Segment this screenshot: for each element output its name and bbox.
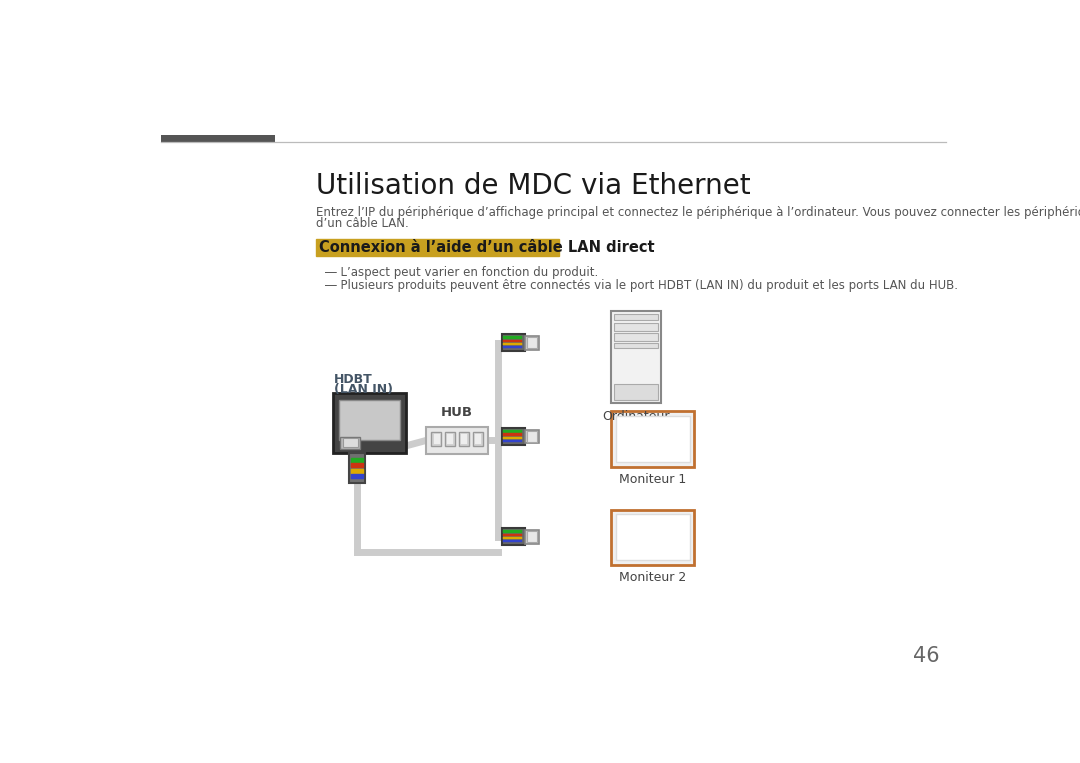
Bar: [502, 428, 525, 445]
Text: 46: 46: [914, 646, 940, 666]
Bar: [503, 346, 522, 348]
Bar: [503, 430, 522, 433]
Bar: [613, 333, 658, 341]
Text: HDBT: HDBT: [334, 373, 373, 386]
Bar: [613, 324, 658, 331]
Bar: [445, 432, 455, 446]
Bar: [431, 432, 441, 446]
Bar: [611, 411, 694, 466]
Bar: [351, 463, 363, 467]
Text: Utilisation de MDC via Ethernet: Utilisation de MDC via Ethernet: [316, 172, 751, 201]
Text: ― L’aspect peut varier en fonction du produit.: ― L’aspect peut varier en fonction du pr…: [325, 266, 598, 278]
Bar: [446, 433, 454, 444]
Bar: [502, 334, 525, 351]
Bar: [527, 431, 538, 442]
Text: Moniteur 2: Moniteur 2: [619, 571, 687, 584]
Bar: [333, 394, 406, 453]
Bar: [503, 336, 522, 339]
Bar: [460, 433, 468, 444]
Text: Connexion à l’aide d’un câble LAN direct: Connexion à l’aide d’un câble LAN direct: [319, 240, 654, 256]
Bar: [473, 432, 483, 446]
Text: Ordinateur: Ordinateur: [603, 410, 670, 423]
Bar: [503, 539, 522, 542]
Bar: [427, 427, 488, 454]
Bar: [161, 136, 274, 142]
Bar: [616, 514, 690, 561]
Bar: [503, 340, 522, 342]
Bar: [525, 430, 539, 443]
Text: ― Plusieurs produits peuvent être connectés via le port HDBT (LAN IN) du produit: ― Plusieurs produits peuvent être connec…: [325, 279, 958, 292]
Text: d’un câble LAN.: d’un câble LAN.: [316, 217, 409, 230]
Bar: [503, 343, 522, 345]
Bar: [503, 530, 522, 533]
Bar: [350, 453, 365, 483]
Bar: [503, 439, 522, 442]
Bar: [459, 432, 469, 446]
Bar: [433, 433, 440, 444]
Bar: [316, 240, 558, 256]
Bar: [611, 311, 661, 404]
Text: Entrez l’IP du périphérique d’affichage principal et connectez le périphérique à: Entrez l’IP du périphérique d’affichage …: [316, 205, 1080, 218]
Bar: [474, 433, 481, 444]
Bar: [613, 343, 658, 348]
Bar: [340, 436, 361, 449]
Bar: [611, 510, 694, 565]
Bar: [613, 384, 658, 400]
Bar: [351, 468, 363, 473]
Bar: [351, 458, 363, 462]
Text: (LAN IN): (LAN IN): [334, 382, 393, 396]
Bar: [527, 531, 538, 542]
Bar: [503, 536, 522, 539]
Bar: [342, 438, 357, 447]
Text: HUB: HUB: [442, 406, 473, 419]
Bar: [525, 336, 539, 349]
Text: Moniteur 1: Moniteur 1: [619, 473, 687, 486]
Bar: [525, 530, 539, 543]
Bar: [527, 337, 538, 348]
Bar: [503, 533, 522, 536]
Bar: [503, 433, 522, 436]
Bar: [339, 400, 401, 439]
Bar: [351, 475, 363, 478]
Bar: [502, 528, 525, 545]
Bar: [616, 416, 690, 462]
Bar: [613, 314, 658, 320]
Bar: [503, 436, 522, 439]
